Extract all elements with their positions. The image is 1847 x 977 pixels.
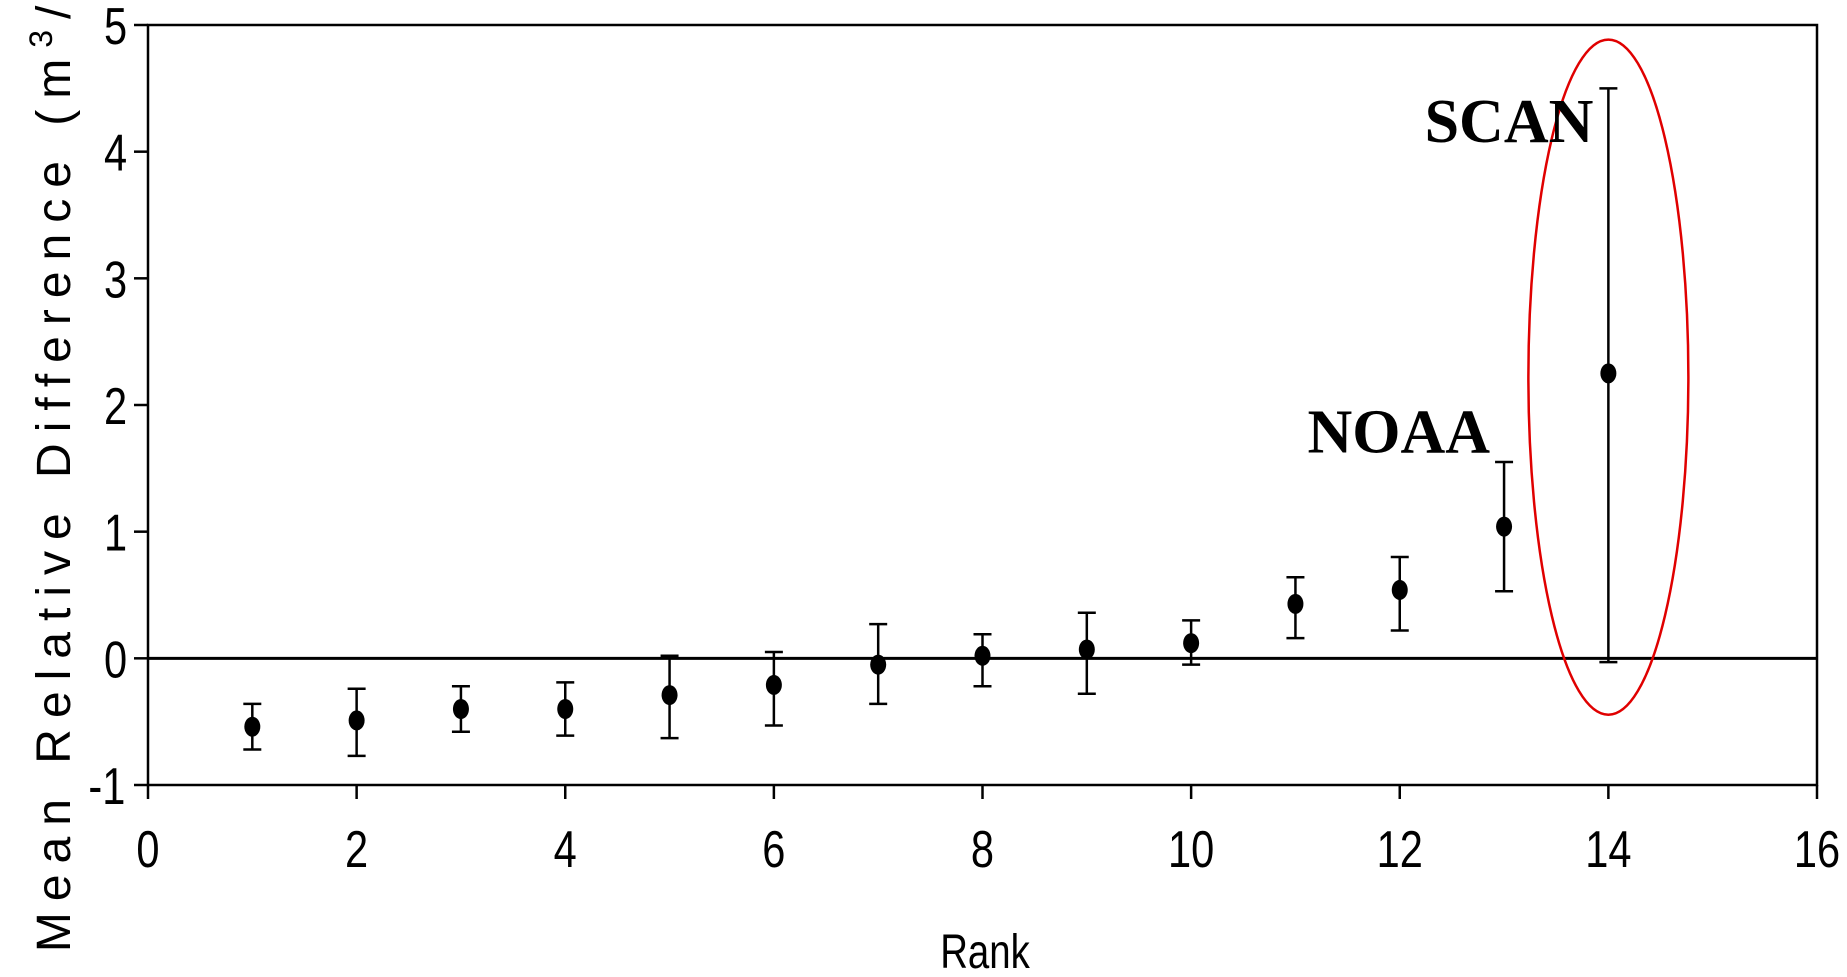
x-tick-label: 10: [1168, 820, 1214, 879]
annotations: SCAN NOAA: [1308, 88, 1594, 466]
y-axis-title-mid: /m: [28, 0, 81, 19]
data-point: [1287, 593, 1304, 614]
y-tick-label: 3: [104, 250, 127, 309]
data-point: [1183, 633, 1200, 654]
y-axis-title-prefix: Mean Relative Difference (m: [28, 48, 81, 952]
x-axis-ticks: 0 2 4 6 8 10 12 14 16: [136, 785, 1840, 878]
data-point: [244, 716, 261, 737]
data-point: [661, 685, 678, 706]
data-point: [557, 699, 574, 719]
annotation-noaa: NOAA: [1308, 398, 1491, 466]
data-point: [348, 710, 365, 731]
x-tick-label: 4: [554, 820, 577, 879]
y-tick-label: 1: [104, 503, 127, 562]
annotation-scan: SCAN: [1425, 88, 1594, 156]
x-tick-label: 0: [136, 820, 159, 879]
y-axis-title-sup1: 3: [23, 19, 59, 48]
y-tick-label: 0: [104, 630, 127, 689]
y-axis-title: Mean Relative Difference (m3/m3): [23, 0, 81, 952]
y-axis-ticks: -1 0 1 2 3 4 5: [88, 0, 148, 815]
x-tick-label: 12: [1377, 820, 1423, 879]
highlight-ellipse: [1527, 38, 1690, 716]
x-tick-label: 6: [762, 820, 785, 879]
data-point: [765, 674, 782, 695]
x-tick-label: 8: [971, 820, 994, 879]
x-tick-label: 16: [1794, 820, 1840, 879]
data-point: [452, 699, 469, 719]
data-point: [974, 645, 991, 666]
x-tick-label: 2: [345, 820, 368, 879]
x-tick-label: 14: [1585, 820, 1631, 879]
y-tick-label: 4: [104, 123, 127, 182]
y-tick-label: 5: [104, 0, 127, 55]
y-tick-label: 2: [104, 377, 127, 436]
data-points: [244, 363, 1617, 737]
data-point: [1496, 516, 1513, 537]
data-point: [1600, 363, 1617, 384]
data-point: [870, 654, 887, 675]
y-tick-label: -1: [88, 757, 125, 816]
x-axis-title: Rank: [940, 926, 1030, 977]
data-point: [1391, 579, 1408, 600]
highlight-ellipse-layer: [1527, 38, 1690, 716]
data-point: [1078, 639, 1095, 660]
